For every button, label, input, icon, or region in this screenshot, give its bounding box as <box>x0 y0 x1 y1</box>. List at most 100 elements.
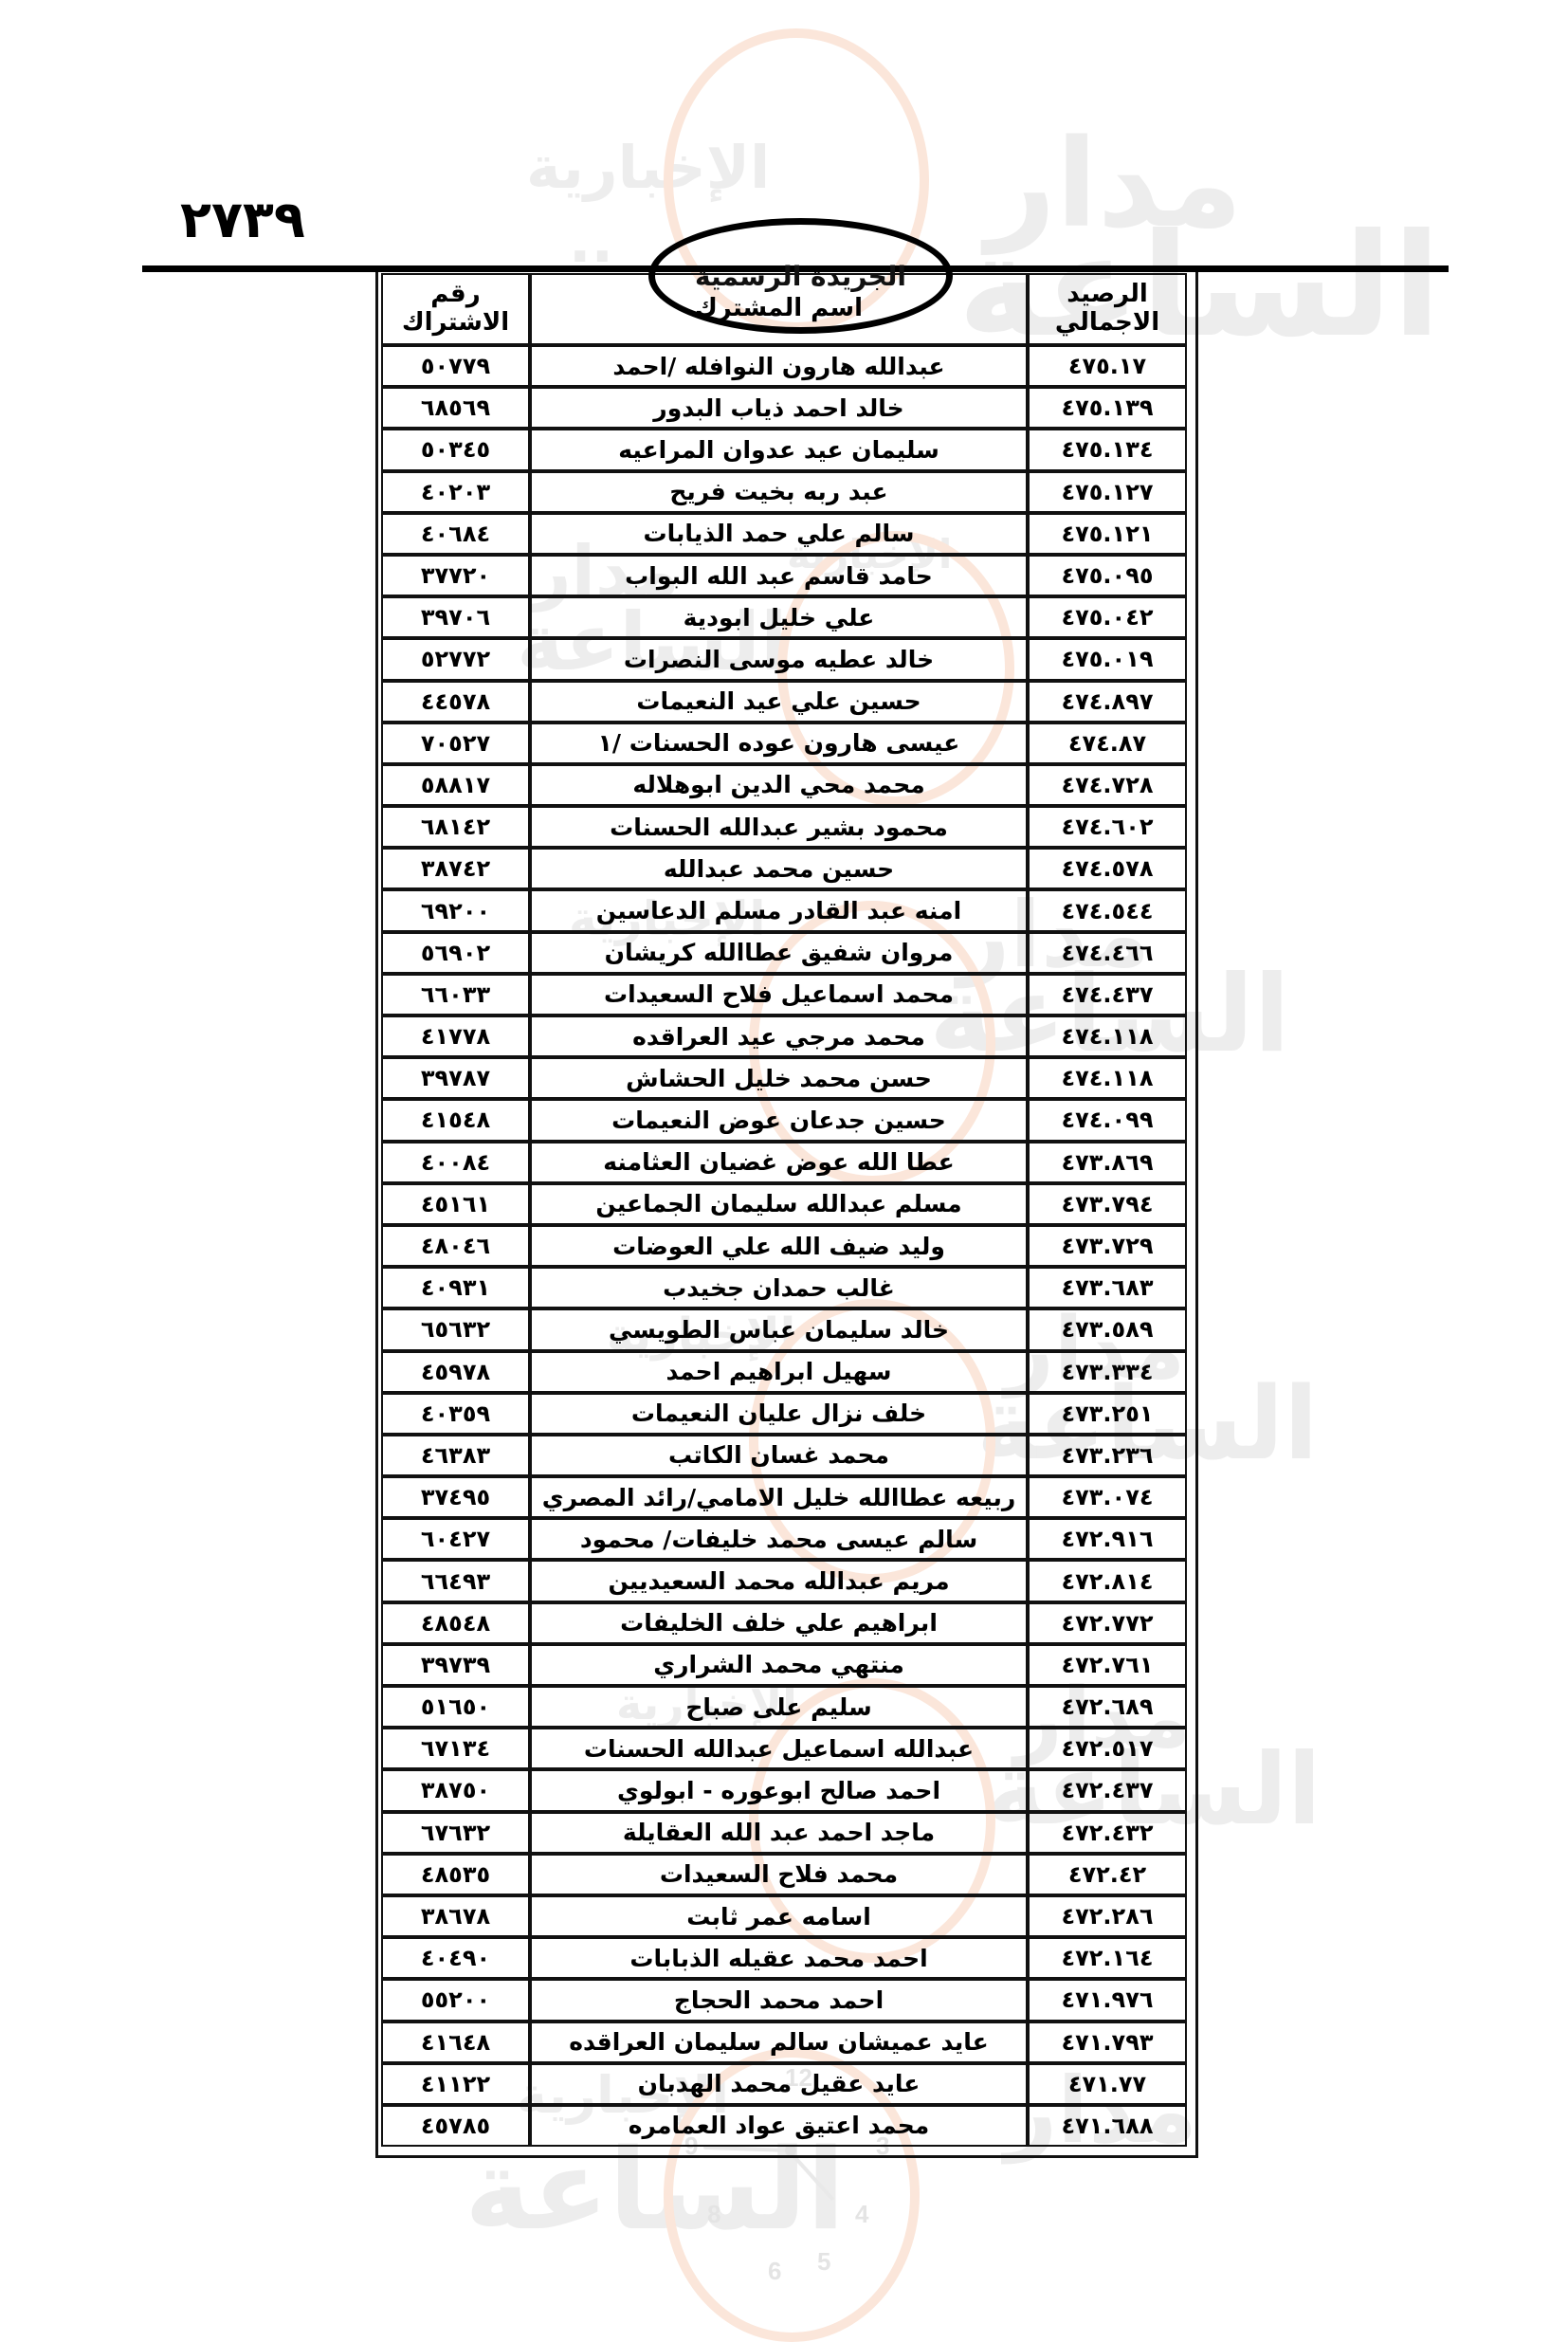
cell-subscriber-name: خالد احمد ذياب البدور <box>530 387 1028 430</box>
cell-subscription-number: ٦٥٦٣٢ <box>381 1308 530 1351</box>
cell-total-balance: ٤٧٢.١٦٤ <box>1028 1937 1187 1980</box>
cell-subscription-number: ٤٥١٦١ <box>381 1182 530 1225</box>
cell-subscriber-name: سليمان عيد عدوان المراعيه <box>530 429 1028 471</box>
cell-total-balance: ٤٧٤.١١٨ <box>1028 1057 1187 1100</box>
table-row: ٤٧٥.١٣٤ سليمان عيد عدوان المراعيه ٥٠٣٤٥ <box>381 429 1187 471</box>
cell-total-balance: ٤٧١.٧٧ <box>1028 2062 1187 2105</box>
cell-total-balance: ٤٧٢.٨١٤ <box>1028 1560 1187 1602</box>
balances-table: الرصيد الاجمالي اسم المشترك رقم الاشتراك… <box>381 273 1187 2148</box>
cell-total-balance: ٤٧٥.١٧ <box>1028 345 1187 388</box>
cell-subscriber-name: عيسى هارون عوده الحسنات /١ <box>530 722 1028 764</box>
cell-subscription-number: ٤١٥٤٨ <box>381 1099 530 1142</box>
table-row: ٤٧٥.٠٤٢ علي خليل ابودية ٣٩٧٠٦ <box>381 596 1187 639</box>
cell-total-balance: ٤٧٤.٠٩٩ <box>1028 1099 1187 1142</box>
cell-total-balance: ٤٧١.٦٨٨ <box>1028 2104 1187 2148</box>
table-row: ٤٧٢.٨١٤ مريم عبدالله محمد السعيديين ٦٦٤٩٣ <box>381 1560 1187 1602</box>
cell-subscription-number: ٣٩٧٨٧ <box>381 1057 530 1100</box>
cell-subscriber-name: عايد عقيل محمد الهدبان <box>530 2062 1028 2105</box>
cell-subscription-number: ٥٢٧٧٢ <box>381 638 530 681</box>
cell-subscriber-name: محمد فلاح السعيدات <box>530 1853 1028 1895</box>
cell-subscription-number: ٥٦٩٠٢ <box>381 931 530 974</box>
cell-subscription-number: ٤٨٠٤٦ <box>381 1224 530 1268</box>
cell-subscriber-name: محمد اسماعيل فلاح السعيدات <box>530 973 1028 1015</box>
cell-subscriber-name: سهيل ابراهيم احمد <box>530 1350 1028 1393</box>
cell-total-balance: ٤٧٣.٧٩٤ <box>1028 1182 1187 1225</box>
table-row: ٤٧٢.٦٨٩ سليم على صباح ٥١٦٥٠ <box>381 1686 1187 1729</box>
cell-subscription-number: ٤١٧٧٨ <box>381 1015 530 1058</box>
cell-subscriber-name: وليد ضيف الله علي العوضات <box>530 1224 1028 1268</box>
page-number: ٢٧٣٩ <box>180 190 305 249</box>
table-row: ٤٧٥.١٧ عبدالله هارون النوافله /احمد ٥٠٧٧٩ <box>381 345 1187 388</box>
table-row: ٤٧٥.١٣٩ خالد احمد ذياب البدور ٦٨٥٦٩ <box>381 387 1187 430</box>
cell-subscription-number: ٦٠٤٢٧ <box>381 1518 530 1561</box>
cell-subscriber-name: امنه عبد القادر مسلم الدعاسين <box>530 889 1028 932</box>
table-row: ٤٧٥.٠١٩ خالد عطيه موسى النصرات ٥٢٧٧٢ <box>381 638 1187 681</box>
cell-subscription-number: ٤١١٢٢ <box>381 2062 530 2105</box>
column-header-subscription-number-line1: رقم <box>430 280 481 309</box>
balances-table-container: الرصيد الاجمالي اسم المشترك رقم الاشتراك… <box>375 266 1198 2159</box>
table-row: ٤٧٢.٧٧٢ ابراهيم علي خلف الخليفات ٤٨٥٤٨ <box>381 1601 1187 1644</box>
table-body: ٤٧٥.١٧ عبدالله هارون النوافله /احمد ٥٠٧٧٩ ٤… <box>381 345 1187 2148</box>
cell-subscription-number: ٣٧٧٢٠ <box>381 554 530 597</box>
cell-total-balance: ٤٧٢.٤٢ <box>1028 1853 1187 1895</box>
cell-subscriber-name: اسامه عمر ثابت <box>530 1894 1028 1938</box>
cell-total-balance: ٤٧٤.٥٧٨ <box>1028 848 1187 890</box>
cell-subscription-number: ٤٠٢٠٣ <box>381 470 530 513</box>
cell-subscription-number: ٤٠٤٩٠ <box>381 1937 530 1980</box>
table-row: ٤٧٥.١٢١ سالم علي حمد الذيابات ٤٠٦٨٤ <box>381 512 1187 555</box>
cell-subscriber-name: حامد قاسم عبد الله البواب <box>530 554 1028 597</box>
cell-subscriber-name: محمد غسان الكاتب <box>530 1434 1028 1477</box>
cell-subscriber-name: خالد سليمان عباس الطويسي <box>530 1308 1028 1351</box>
table-row: ٤٧١.٦٨٨ محمد اعتيق عواد العمامره ٤٥٧٨٥ <box>381 2104 1187 2148</box>
table-row: ٤٧٣.٢٥١ خلف نزال عليان النعيمات ٤٠٣٥٩ <box>381 1392 1187 1435</box>
cell-subscriber-name: مسلم عبدالله سليمان الجماعين <box>530 1182 1028 1225</box>
cell-total-balance: ٤٧٢.٢٨٦ <box>1028 1894 1187 1938</box>
cell-total-balance: ٤٧٣.٢٣٦ <box>1028 1434 1187 1477</box>
table-row: ٤٧١.٧٩٣ عايد عميشان سالم سليمان العراقده ٤… <box>381 2021 1187 2063</box>
cell-subscription-number: ٣٩٧٠٦ <box>381 596 530 639</box>
table-row: ٤٧٢.٢٨٦ اسامه عمر ثابت ٣٨٦٧٨ <box>381 1894 1187 1938</box>
cell-total-balance: ٤٧٣.٦٨٣ <box>1028 1267 1187 1309</box>
cell-total-balance: ٤٧٢.٤٣٧ <box>1028 1769 1187 1812</box>
cell-total-balance: ٤٧٥.١٣٤ <box>1028 429 1187 471</box>
table-row: ٤٧٤.٨٧ عيسى هارون عوده الحسنات /١ ٧٠٥٢٧ <box>381 722 1187 764</box>
cell-subscription-number: ٥١٦٥٠ <box>381 1686 530 1729</box>
cell-subscriber-name: حسن محمد خليل الحشاش <box>530 1057 1028 1100</box>
cell-subscription-number: ٣٧٤٩٥ <box>381 1476 530 1519</box>
cell-subscription-number: ٣٨٦٧٨ <box>381 1894 530 1938</box>
cell-subscriber-name: عبد ربه بخيت فريح <box>530 470 1028 513</box>
cell-total-balance: ٤٧١.٧٩٣ <box>1028 2021 1187 2063</box>
cell-total-balance: ٤٧٢.٧٦١ <box>1028 1643 1187 1686</box>
cell-subscription-number: ٦٦٤٩٣ <box>381 1560 530 1602</box>
table-row: ٤٧٤.٤٣٧ محمد اسماعيل فلاح السعيدات ٦٦٠٣٣ <box>381 973 1187 1015</box>
cell-subscriber-name: خلف نزال عليان النعيمات <box>530 1392 1028 1435</box>
table-row: ٤٧٥.١٢٧ عبد ربه بخيت فريح ٤٠٢٠٣ <box>381 470 1187 513</box>
cell-subscriber-name: ماجد احمد عبد الله العقايلة <box>530 1811 1028 1854</box>
table-row: ٤٧٤.٧٢٨ محمد محي الدين ابوهلاله ٥٨٨١٧ <box>381 763 1187 807</box>
cell-subscription-number: ٣٨٧٤٢ <box>381 848 530 890</box>
cell-subscriber-name: عبدالله هارون النوافله /احمد <box>530 345 1028 388</box>
cell-subscriber-name: سالم علي حمد الذيابات <box>530 512 1028 555</box>
table-row: ٤٧٤.٥٧٨ حسين محمد عبدالله ٣٨٧٤٢ <box>381 848 1187 890</box>
cell-subscription-number: ٦٧٦٣٢ <box>381 1811 530 1854</box>
cell-subscriber-name: محمد مرجي عيد العراقده <box>530 1015 1028 1058</box>
table-row: ٤٧٢.٤٣٧ احمد صالح ابوعوره - ابولوي ٣٨٧٥٠ <box>381 1769 1187 1812</box>
cell-subscriber-name: احمد محمد الحجاج <box>530 1979 1028 2022</box>
cell-subscriber-name: مريم عبدالله محمد السعيديين <box>530 1560 1028 1602</box>
gazette-title-oval: الجريدة الرسمية <box>648 218 953 334</box>
table-row: ٤٧٣.٠٧٤ ربيعه عطاالله خليل الامامي/رائد ا… <box>381 1476 1187 1519</box>
cell-total-balance: ٤٧٢.٤٣٢ <box>1028 1811 1187 1854</box>
cell-total-balance: ٤٧٥.٠٤٢ <box>1028 596 1187 639</box>
table-row: ٤٧٣.٦٨٣ غالب حمدان جخيدب ٤٠٩٣١ <box>381 1267 1187 1309</box>
cell-subscription-number: ٤٠٠٨٤ <box>381 1141 530 1183</box>
cell-subscriber-name: عبدالله اسماعيل عبدالله الحسنات <box>530 1728 1028 1770</box>
cell-subscriber-name: محمود بشير عبدالله الحسنات <box>530 806 1028 849</box>
cell-subscription-number: ٧٠٥٢٧ <box>381 722 530 764</box>
table-row: ٤٧٣.٣٣٤ سهيل ابراهيم احمد ٤٥٩٧٨ <box>381 1350 1187 1393</box>
table-row: ٤٧٣.٢٣٦ محمد غسان الكاتب ٤٦٣٨٣ <box>381 1434 1187 1477</box>
table-row: ٤٧٢.٤٢ محمد فلاح السعيدات ٤٨٥٣٥ <box>381 1853 1187 1895</box>
cell-total-balance: ٤٧٣.٥٨٩ <box>1028 1308 1187 1351</box>
cell-subscriber-name: محمد اعتيق عواد العمامره <box>530 2104 1028 2148</box>
cell-subscription-number: ٤٤٥٧٨ <box>381 680 530 723</box>
table-row: ٤٧٣.٨٦٩ عطا الله عوض غضيان العثامنه ٤٠٠٨٤ <box>381 1141 1187 1183</box>
